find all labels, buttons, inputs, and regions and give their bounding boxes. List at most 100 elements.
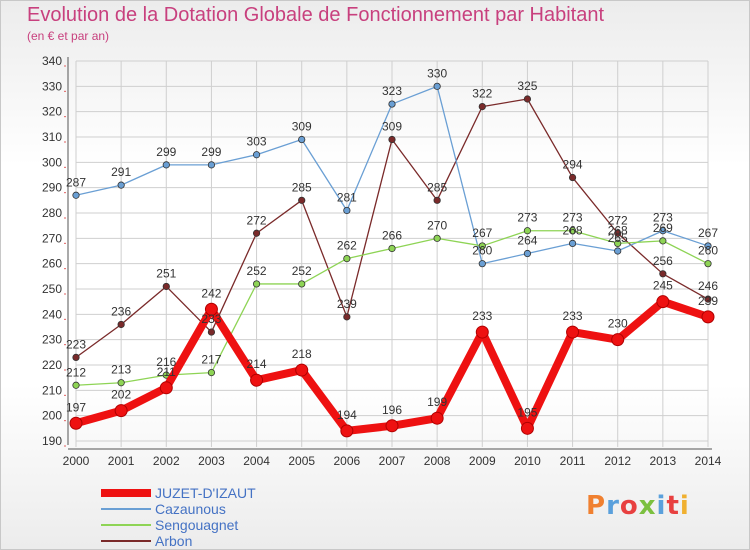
series-0-label-5: 218	[292, 347, 312, 361]
series-3-point-12	[614, 229, 622, 237]
series-1-label-14: 267	[698, 226, 718, 240]
series-0-label-11: 233	[563, 309, 583, 323]
series-1-label-1: 291	[111, 165, 131, 179]
series-0-label-2: 211	[157, 365, 176, 379]
series-1-point-11	[568, 239, 577, 247]
y-tick-label-260: 260	[42, 257, 62, 271]
series-3-label-5: 285	[292, 180, 312, 194]
series-2-point-7	[388, 244, 396, 253]
series-3-label-6: 239	[337, 297, 357, 311]
x-tick-label-2006: 2006	[334, 454, 361, 468]
series-0-point-14	[701, 310, 715, 324]
series-0-label-10: 195	[517, 405, 537, 419]
series-2-point-0	[72, 381, 80, 389]
series-2-label-7: 266	[382, 228, 402, 242]
series-0-point-0	[69, 416, 83, 430]
series-3-point-1	[117, 320, 125, 329]
series-2-point-4	[252, 280, 261, 288]
series-3-point-14	[704, 295, 712, 303]
x-tick-label-2014: 2014	[695, 454, 722, 468]
series-2-point-8	[433, 234, 441, 242]
series-1-point-12	[614, 247, 622, 255]
series-0-point-10	[520, 421, 534, 435]
x-tick-label-2003: 2003	[198, 454, 225, 468]
series-0-label-12: 230	[608, 317, 628, 331]
series-2-label-9: 267	[472, 226, 492, 240]
series-1-point-13	[659, 227, 667, 235]
series-1-point-8	[433, 82, 441, 90]
legend-label-3: Arbon	[155, 533, 193, 549]
proxiti-logo: Proxiti	[586, 491, 690, 521]
series-2-label-4: 252	[247, 264, 267, 278]
legend-swatch-2	[101, 524, 151, 526]
y-tick-label-280: 280	[42, 206, 62, 220]
y-tick-label-220: 220	[42, 358, 62, 372]
series-1-point-9	[478, 260, 486, 268]
series-0-point-7	[385, 419, 399, 433]
series-1-point-6	[343, 206, 351, 215]
y-tick-label-250: 250	[42, 282, 62, 296]
series-0-point-13	[656, 295, 670, 309]
series-0-label-6: 194	[337, 408, 357, 422]
series-0-label-13: 245	[653, 279, 673, 293]
series-3-label-11: 294	[563, 158, 583, 172]
series-0-point-3	[204, 302, 218, 316]
series-3-point-3	[207, 328, 216, 336]
series-3-point-2	[162, 282, 170, 291]
x-tick-label-2009: 2009	[469, 454, 496, 468]
series-3-label-1: 236	[111, 304, 131, 318]
series-2-label-14: 260	[698, 244, 718, 258]
series-1-label-7: 323	[382, 84, 402, 98]
series-2-label-1: 213	[111, 363, 131, 377]
series-3-point-8	[433, 196, 441, 204]
y-tick-label-210: 210	[42, 383, 62, 397]
legend-swatch-0	[101, 489, 151, 497]
series-0-label-8: 199	[427, 395, 447, 409]
x-tick-label-2002: 2002	[153, 454, 180, 468]
series-1-point-5	[298, 135, 306, 144]
series-1-label-6: 281	[337, 190, 357, 204]
series-2-point-3	[207, 368, 216, 377]
series-2-label-8: 270	[427, 218, 447, 232]
y-tick-label-290: 290	[42, 181, 62, 195]
x-tick-label-2004: 2004	[243, 454, 270, 468]
series-0-point-4	[250, 373, 264, 387]
series-1-point-7	[388, 100, 396, 108]
series-1-label-9: 260	[472, 244, 492, 258]
series-2-label-10: 273	[517, 211, 537, 225]
x-tick-label-2005: 2005	[288, 454, 315, 468]
chart-subtitle: (en € et par an)	[27, 29, 110, 43]
series-3-label-12: 272	[608, 213, 628, 227]
y-tick-label-310: 310	[42, 130, 62, 144]
series-0-point-11	[566, 325, 580, 339]
y-tick-label-200: 200	[42, 409, 62, 423]
legend-swatch-3	[101, 540, 151, 542]
series-0-label-1: 202	[111, 388, 131, 402]
series-1-point-2	[162, 161, 170, 169]
series-1-label-2: 299	[156, 145, 176, 159]
series-2-point-14	[704, 260, 712, 268]
series-1-label-10: 264	[517, 234, 537, 248]
series-2-label-5: 252	[292, 264, 312, 278]
series-1-label-3: 299	[201, 145, 221, 159]
series-3-label-0: 223	[66, 337, 86, 351]
series-2-point-1	[117, 379, 125, 387]
series-3-point-9	[478, 103, 486, 111]
series-1-point-14	[704, 242, 712, 250]
axis-layer: 190 200 210 220 230 240 250 260 270 280 290 300 310 3…	[42, 54, 722, 468]
x-tick-label-2012: 2012	[604, 454, 631, 468]
series-1-label-8: 330	[427, 66, 447, 80]
y-tick-label-330: 330	[42, 79, 62, 93]
series-3-point-11	[568, 173, 577, 182]
legend-label-1: Cazaunous	[155, 501, 226, 517]
series-2-point-13	[659, 237, 667, 245]
series-3-point-6	[343, 313, 351, 321]
series-0-point-12	[611, 333, 625, 347]
series-3-label-13: 256	[653, 254, 673, 268]
legend-label-0: JUZET-D'IZAUT	[155, 485, 256, 501]
data-label-layer: 2232362512332722852393092853223252942722…	[66, 66, 718, 422]
chart-title: Evolution de la Dotation Globale de Fonc…	[27, 4, 605, 26]
series-3-label-14: 246	[698, 279, 718, 293]
series-1-point-4	[252, 151, 261, 159]
